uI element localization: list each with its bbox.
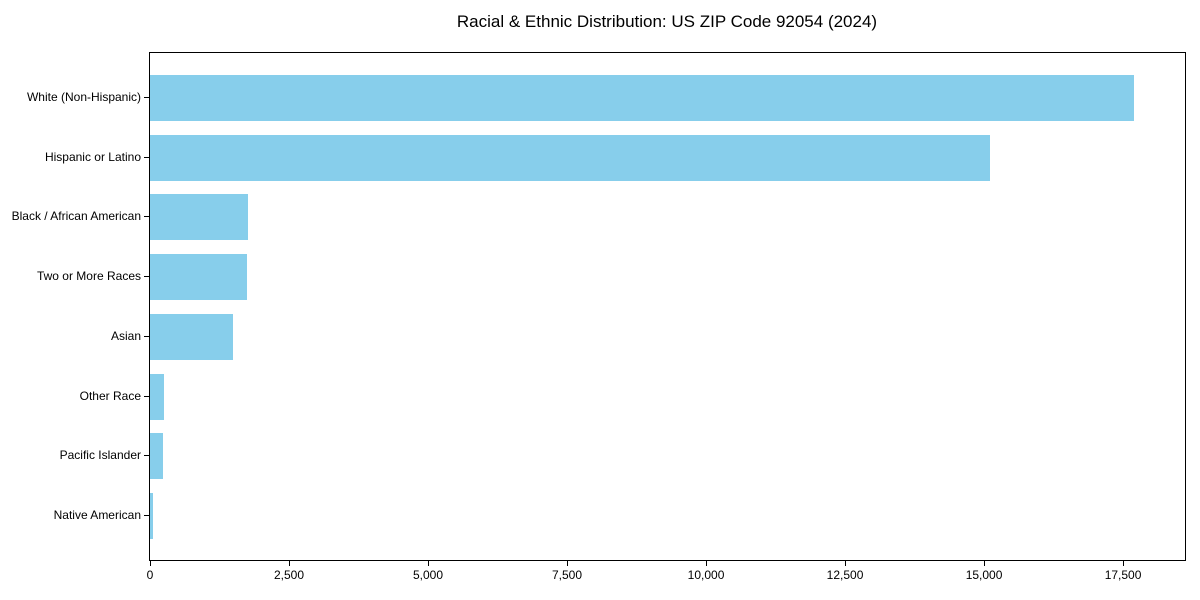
y-axis-label: Two or More Races xyxy=(36,269,141,284)
x-axis-tick xyxy=(428,561,430,566)
y-axis-tick xyxy=(144,335,149,337)
bar xyxy=(150,194,248,241)
y-axis-label: Asian xyxy=(110,328,141,343)
y-axis-label: Other Race xyxy=(79,388,141,403)
x-axis-tick-label: 17,500 xyxy=(1104,568,1142,582)
bar xyxy=(150,433,163,480)
y-axis-tick xyxy=(144,515,149,516)
x-axis-tick xyxy=(1123,561,1125,566)
y-axis-label: Pacific Islander xyxy=(59,448,141,463)
y-axis-tick xyxy=(144,395,149,397)
x-axis-tick-label: 7,500 xyxy=(552,568,583,582)
x-axis-tick xyxy=(150,561,151,566)
y-axis-tick xyxy=(144,156,149,158)
x-axis-tick xyxy=(845,561,847,566)
chart-title: Racial & Ethnic Distribution: US ZIP Cod… xyxy=(456,12,878,31)
y-axis-tick xyxy=(144,97,149,98)
y-axis-label: Native American xyxy=(53,508,141,522)
bar xyxy=(150,313,233,360)
bar xyxy=(150,373,164,420)
plot-area xyxy=(149,52,1186,561)
x-axis-tick xyxy=(289,561,290,566)
x-axis-tick-label: 15,000 xyxy=(965,568,1003,582)
y-axis-label: Black / African American xyxy=(11,209,141,224)
x-axis-tick-label: 10,000 xyxy=(687,568,725,582)
y-axis-tick xyxy=(144,216,149,218)
bar xyxy=(150,493,153,539)
bar xyxy=(150,134,990,181)
y-axis-tick xyxy=(144,276,149,278)
x-axis-tick xyxy=(984,561,986,566)
x-axis-tick-label: 2,500 xyxy=(273,568,305,582)
x-axis-tick-label: 12,500 xyxy=(826,568,864,582)
x-axis-tick xyxy=(567,561,569,566)
y-axis-label: White (Non-Hispanic) xyxy=(26,90,141,104)
x-axis-tick-label: 5,000 xyxy=(413,568,444,582)
y-axis-label: Hispanic or Latino xyxy=(44,149,141,164)
x-axis-tick-label: 0 xyxy=(146,568,154,582)
bar xyxy=(150,75,1134,121)
bar xyxy=(150,254,247,301)
y-axis-tick xyxy=(144,455,149,457)
x-axis-tick xyxy=(706,561,708,566)
